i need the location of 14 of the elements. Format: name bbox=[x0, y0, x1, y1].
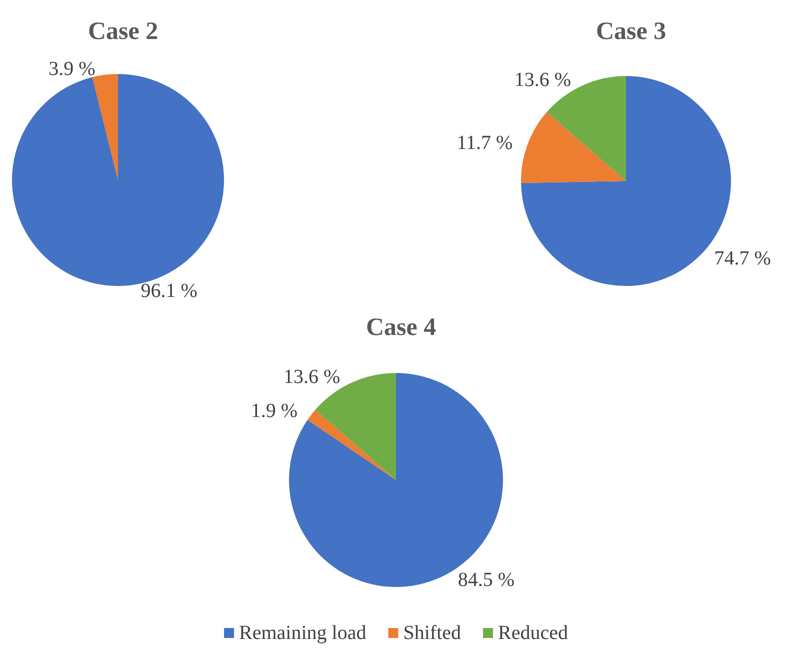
legend-label: Shifted bbox=[403, 622, 462, 644]
legend-label: Reduced bbox=[498, 622, 568, 644]
chart-title: Case 2 bbox=[88, 18, 158, 45]
data-label: 13.6 % bbox=[284, 366, 340, 388]
data-label: 3.9 % bbox=[48, 58, 96, 80]
data-label: 96.1 % bbox=[140, 280, 198, 302]
data-label: 74.7 % bbox=[714, 248, 771, 270]
chart-title: Case 3 bbox=[596, 18, 666, 45]
data-label: 13.6 % bbox=[514, 68, 572, 91]
data-label: 1.9 % bbox=[250, 400, 298, 422]
data-label: 11.7 % bbox=[456, 132, 513, 154]
data-label: 84.5 % bbox=[458, 568, 515, 591]
legend-label: Remaining load bbox=[239, 622, 366, 644]
chart-title: Case 4 bbox=[366, 314, 437, 341]
